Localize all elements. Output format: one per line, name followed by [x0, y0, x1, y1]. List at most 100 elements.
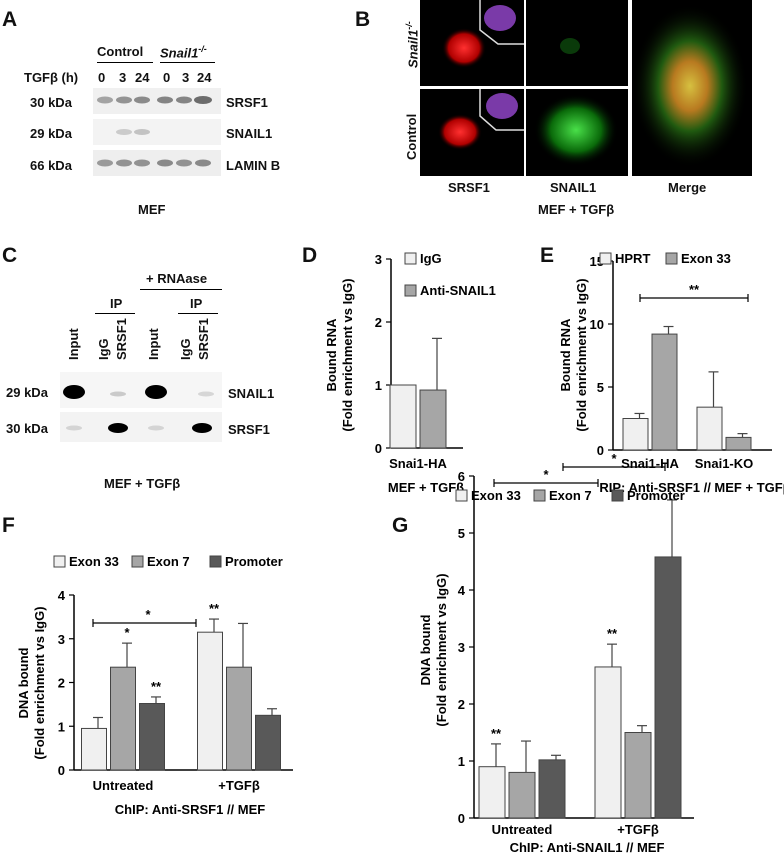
legend-label-F: Exon 33: [69, 554, 119, 569]
bar-D: [389, 384, 417, 449]
y-tick-label-G: 1: [458, 754, 465, 769]
legend-swatch-G: [611, 489, 624, 502]
group-control-label: Control: [97, 44, 144, 59]
legend-label-F: Promoter: [225, 554, 283, 569]
legend-label-E: HPRT: [615, 251, 650, 266]
legend-swatch-D: [404, 284, 417, 297]
panel-b-caption: MEF + TGFβ: [538, 202, 615, 217]
y-tick-label-D: 0: [375, 441, 382, 456]
legend-swatch-G: [533, 489, 546, 502]
protein-label: SRSF1: [226, 95, 268, 110]
panel-label-g: G: [392, 514, 409, 537]
y-tick-label-D: 3: [375, 252, 382, 267]
legend-label-F: Exon 7: [147, 554, 190, 569]
y-axis-label-F: DNA bound: [16, 647, 31, 718]
legend-swatch-F: [131, 555, 144, 568]
sig-star-G: **: [607, 626, 618, 641]
panel-c-caption: MEF + TGFβ: [104, 476, 181, 491]
legend-label-G: Exon 33: [471, 488, 521, 503]
y-tick-label-G: 3: [458, 640, 465, 655]
timepoint-label: 0: [163, 70, 171, 85]
bar-E: [725, 436, 752, 451]
bar-G: [654, 556, 682, 819]
kda-label: 29 kDa: [30, 126, 72, 141]
panel-label-f: F: [2, 514, 15, 537]
sig-star-G: **: [491, 726, 502, 741]
protein-label: SRSF1: [228, 422, 270, 437]
category-label-F: +TGFβ: [218, 778, 260, 793]
y-tick-label-G: 2: [458, 697, 465, 712]
y-tick-label-G: 4: [458, 583, 466, 598]
bar-E: [696, 406, 723, 451]
y-tick-label-G: 5: [458, 526, 465, 541]
rnaase-line: [140, 289, 222, 290]
timepoint-label: 0: [98, 70, 106, 85]
y-tick-label-E: 0: [597, 443, 604, 458]
y-tick-label-F: 4: [58, 588, 66, 603]
kda-label: 29 kDa: [6, 385, 48, 400]
y-axis-label2-D: (Fold enrichment vs IgG): [340, 278, 355, 431]
chart-caption-D: MEF + TGFβ: [388, 480, 464, 495]
col-label: SNAIL1: [550, 180, 597, 195]
tgfb-time-label: TGFβ (h): [24, 70, 79, 85]
bar-E: [622, 418, 649, 451]
y-tick-label-F: 3: [58, 632, 65, 647]
chart-caption-F: ChIP: Anti-SRSF1 // MEF: [115, 802, 266, 817]
legend-swatch-E: [599, 252, 612, 265]
chart-caption-E: RIP: Anti-SRSF1 // MEF + TGFβ: [599, 480, 784, 495]
sig-label-G: *: [543, 467, 549, 482]
kda-label: 66 kDa: [30, 158, 72, 173]
legend-swatch-F: [53, 555, 66, 568]
group-ko-label: Snail1-/-: [160, 44, 207, 61]
y-tick-label-G: 6: [458, 469, 465, 484]
bar-G: [594, 666, 622, 819]
ip-line: [178, 313, 218, 314]
legend-label-D: IgG: [420, 251, 442, 266]
bar-G: [478, 766, 506, 819]
micrograph-grid: [420, 0, 752, 176]
timepoint-label: 3: [119, 70, 127, 85]
y-tick-label-D: 2: [375, 315, 382, 330]
legend-swatch-G: [455, 489, 468, 502]
bar-F: [226, 666, 252, 771]
ip-line: [95, 313, 135, 314]
y-tick-label-D: 1: [375, 378, 382, 393]
bar-F: [197, 631, 223, 771]
blot-c-image: [60, 372, 222, 442]
timepoint-label: 24: [197, 70, 212, 85]
y-tick-label-G: 0: [458, 811, 465, 826]
y-axis-label2-G: (Fold enrichment vs IgG): [434, 573, 449, 726]
y-axis-label-D: Bound RNA: [324, 318, 339, 392]
bar-F: [255, 714, 281, 771]
col-label: SRSF1: [448, 180, 490, 195]
protein-label: SNAIL1: [226, 126, 273, 141]
legend-label-D: Anti-SNAIL1: [420, 283, 496, 298]
y-axis-label-G: DNA bound: [418, 614, 433, 685]
bar-E: [651, 333, 678, 451]
legend-label-E: Exon 33: [681, 251, 731, 266]
bar-F: [110, 666, 136, 771]
bar-D: [419, 389, 447, 449]
protein-label: LAMIN B: [226, 158, 281, 173]
sig-star-F: *: [124, 625, 130, 640]
panel-a-caption: MEF: [138, 202, 166, 217]
category-label-D: Snai1-HA: [389, 456, 447, 471]
y-tick-label-E: 5: [597, 380, 604, 395]
panel-label-e: E: [540, 244, 555, 267]
panel-label-a: A: [2, 8, 18, 31]
bar-G: [508, 771, 536, 819]
ip-label: IP: [110, 296, 123, 311]
category-label-G: +TGFβ: [617, 822, 659, 837]
legend-label-G: Promoter: [627, 488, 685, 503]
timepoint-label: 24: [135, 70, 150, 85]
sig-label-E: **: [689, 282, 700, 297]
sig-label-G: *: [611, 451, 617, 466]
panel-label-d: D: [302, 244, 318, 267]
kda-label: 30 kDa: [30, 95, 72, 110]
y-axis-label2-F: (Fold enrichment vs IgG): [32, 606, 47, 759]
y-tick-label-F: 1: [58, 719, 65, 734]
panel-label-c: C: [2, 244, 18, 267]
ip-label: IP: [190, 296, 203, 311]
blot-a-image: [93, 88, 221, 176]
